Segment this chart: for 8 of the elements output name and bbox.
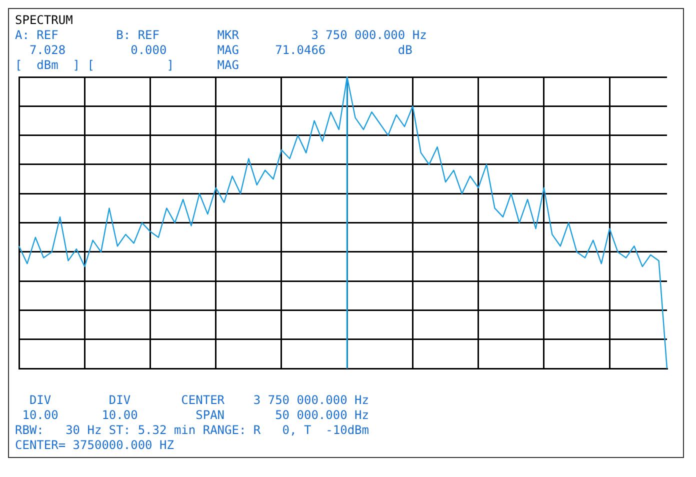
text: DIV DIV CENTER 3 750 000.000 Hz <box>28 393 370 408</box>
text: RBW: 30 Hz ST: 5.32 min RANGE: R 0, T -10dBm <box>15 423 370 438</box>
text: 7.028 0.000 MAG 71.0466 dB <box>28 43 414 58</box>
text: A: REF B: REF MKR 3 750 000.000 Hz <box>15 28 428 43</box>
chart-title: SPECTRUM <box>15 13 74 28</box>
text: CENTER= 3750000.000 HZ <box>15 438 175 453</box>
text: 10.00 10.00 SPAN 50 000.000 Hz <box>21 408 370 423</box>
text: [ dBm ] [ ] MAG <box>15 58 240 73</box>
